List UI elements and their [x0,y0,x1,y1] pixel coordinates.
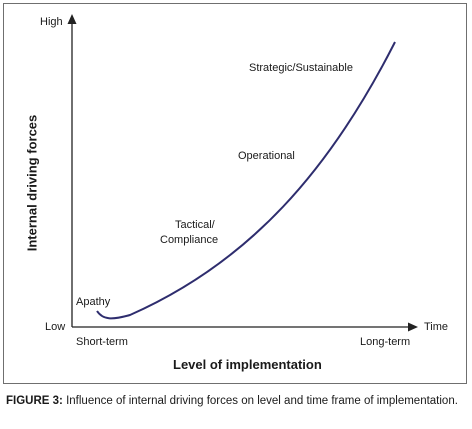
y-axis-low-label: Low [45,321,66,333]
x-axis-finish-label: Long-term [360,336,411,348]
stage-label-compliance: Compliance [160,234,219,246]
stage-label-apathy: Apathy [76,296,111,308]
caption-text: Influence of internal driving forces on … [66,395,458,407]
x-axis-start-label: Short-term [76,336,128,348]
caption-label: FIGURE 3: [6,395,63,407]
x-axis-title: Level of implementation [173,357,322,372]
x-axis-arrowhead [408,322,418,332]
x-axis-time-label: Time [424,321,449,333]
stage-label-operational: Operational [238,150,295,162]
implementation-curve [96,41,396,320]
y-axis-high-label: High [40,16,63,28]
y-axis-arrowhead [67,14,77,24]
figure-frame [3,3,467,384]
figure-caption: FIGURE 3: Influence of internal driving … [6,394,464,408]
y-axis-title: Internal driving forces [24,114,40,252]
stage-label-strategic: Strategic/Sustainable [249,62,353,74]
stage-label-tactical: Tactical/ [175,219,215,231]
